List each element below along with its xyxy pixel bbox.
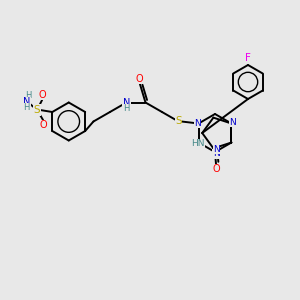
Text: H: H — [123, 104, 130, 113]
Text: N: N — [194, 119, 201, 128]
Text: S: S — [175, 116, 182, 127]
Text: N: N — [229, 118, 236, 127]
Text: N: N — [23, 97, 31, 107]
Text: O: O — [136, 74, 144, 83]
Text: O: O — [38, 90, 46, 100]
Text: H: H — [25, 92, 31, 100]
Text: O: O — [39, 120, 47, 130]
Text: H: H — [23, 103, 29, 112]
Text: N: N — [213, 149, 219, 158]
Text: S: S — [34, 105, 40, 115]
Text: N: N — [213, 145, 220, 154]
Text: F: F — [245, 53, 251, 63]
Text: O: O — [212, 164, 220, 174]
Text: N: N — [123, 98, 130, 107]
Text: HN: HN — [191, 139, 204, 148]
